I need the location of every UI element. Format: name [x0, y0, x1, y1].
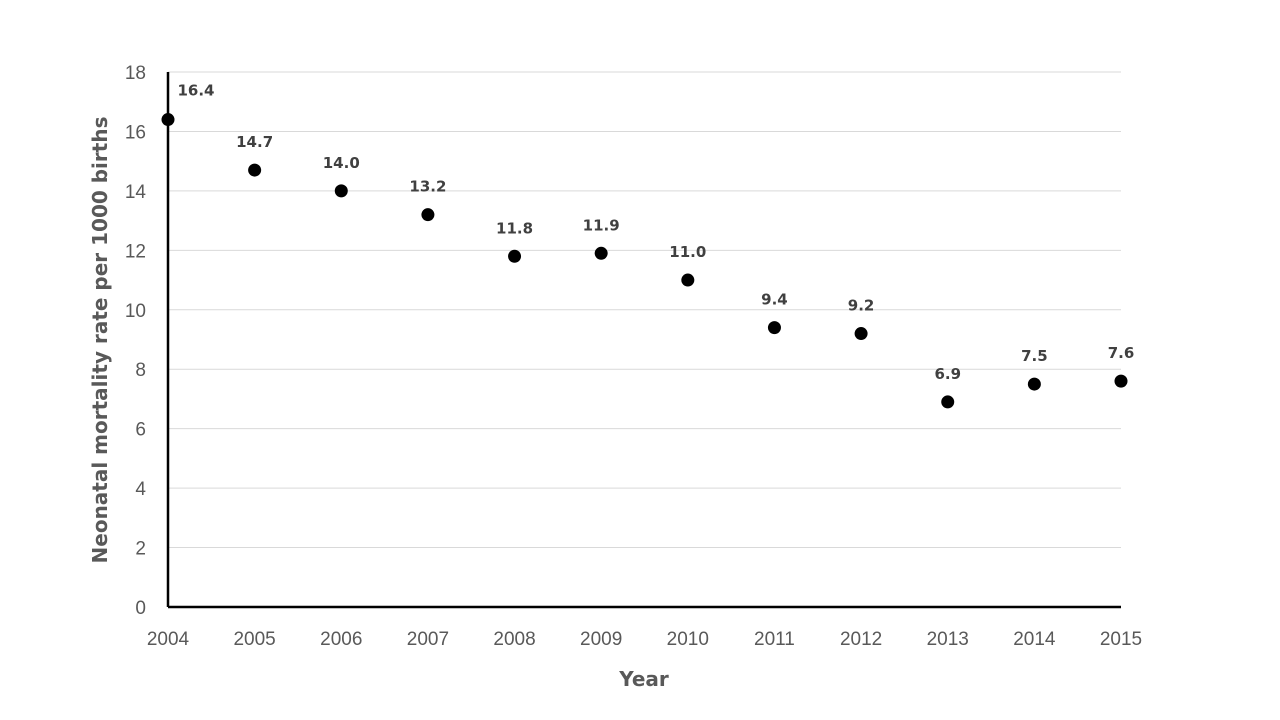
y-tick-label: 16 — [125, 122, 146, 143]
y-axis-title: Neonatal mortality rate per 1000 births — [88, 117, 112, 564]
data-point — [941, 395, 955, 409]
x-tick-label: 2011 — [754, 629, 795, 650]
y-tick-label: 12 — [125, 241, 146, 262]
x-tick-label: 2008 — [493, 629, 535, 650]
axes — [166, 72, 1121, 609]
y-tick-label: 10 — [125, 301, 146, 322]
data-point — [334, 184, 348, 198]
data-label: 11.8 — [496, 219, 533, 237]
data-point — [508, 249, 522, 263]
x-tick-label: 2012 — [840, 629, 882, 650]
grid-lines — [168, 71, 1121, 549]
data-label: 7.5 — [1021, 347, 1048, 365]
x-tick-label: 2009 — [580, 629, 622, 650]
data-point — [1114, 374, 1128, 388]
data-label: 13.2 — [409, 178, 446, 196]
data-label: 9.4 — [761, 291, 788, 309]
x-tick-label: 2005 — [233, 629, 275, 650]
data-point — [1027, 377, 1041, 391]
x-axis-title: Year — [618, 667, 669, 691]
y-tick-label: 6 — [135, 420, 146, 441]
data-point — [681, 273, 695, 287]
y-tick-labels: 0 2 4 6 8 10 12 14 16 18 — [125, 63, 147, 619]
y-tick-label: 2 — [135, 539, 146, 560]
y-tick-label: 18 — [125, 63, 146, 84]
data-label: 6.9 — [934, 365, 961, 383]
x-tick-label: 2015 — [1100, 629, 1142, 650]
data-labels: 16.4 14.7 14.0 13.2 11.8 11.9 11.0 9.4 9.2 6.9 7.5… — [177, 82, 1134, 383]
data-point — [421, 208, 435, 222]
data-point — [161, 113, 175, 127]
y-tick-label: 14 — [125, 182, 147, 203]
data-label: 7.6 — [1108, 344, 1135, 362]
x-tick-label: 2006 — [320, 629, 362, 650]
y-tick-label: 0 — [135, 598, 146, 619]
data-label: 14.7 — [236, 133, 273, 151]
data-label: 11.9 — [583, 216, 620, 234]
data-point — [854, 327, 868, 341]
x-tick-label: 2014 — [1013, 629, 1056, 650]
data-label: 9.2 — [848, 297, 875, 315]
x-tick-label: 2007 — [407, 629, 449, 650]
data-point — [248, 163, 262, 177]
data-points — [161, 113, 1128, 409]
x-tick-labels: 2004 2005 2006 2007 2008 2009 2010 2011 2012 2013… — [147, 629, 1142, 650]
y-tick-label: 4 — [135, 479, 146, 500]
data-label: 14.0 — [323, 154, 360, 172]
x-tick-label: 2010 — [667, 629, 709, 650]
data-point — [594, 246, 608, 260]
y-tick-label: 8 — [135, 360, 146, 381]
x-tick-label: 2004 — [147, 629, 190, 650]
data-label: 16.4 — [177, 82, 214, 100]
data-label: 11.0 — [669, 243, 706, 261]
data-point — [767, 321, 781, 335]
x-tick-label: 2013 — [927, 629, 969, 650]
